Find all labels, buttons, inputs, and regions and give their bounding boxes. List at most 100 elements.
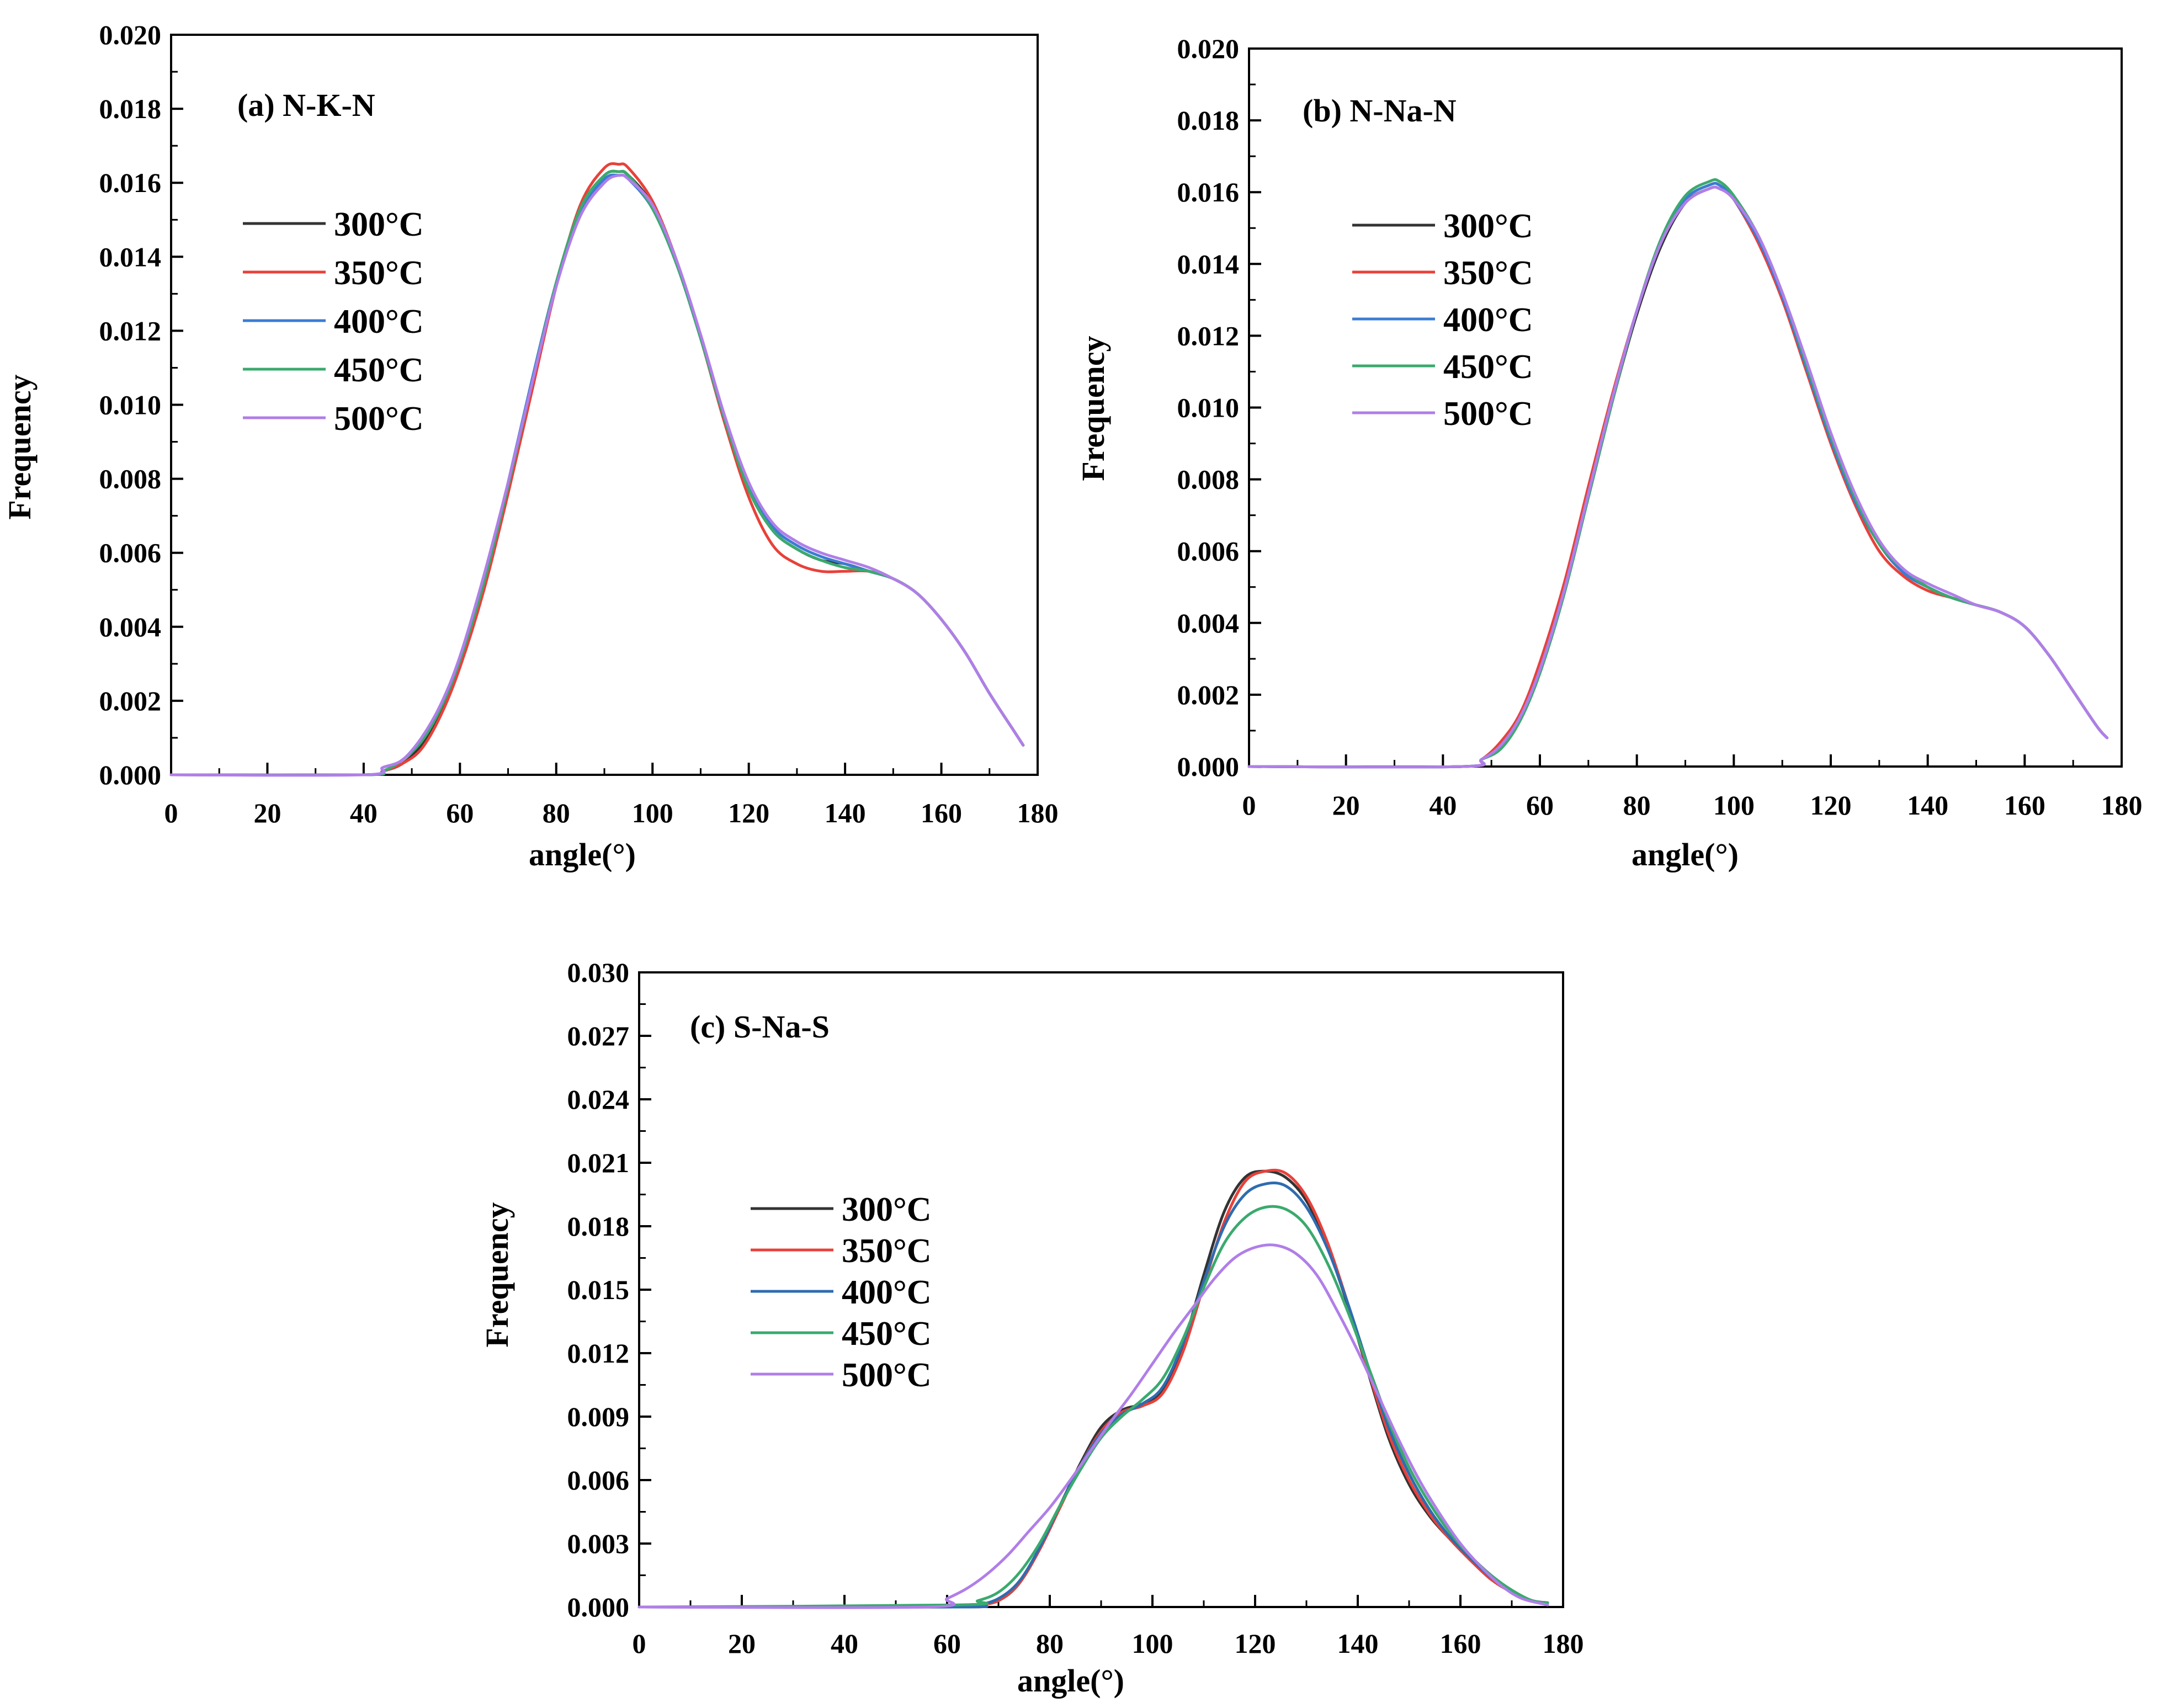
y-tick-label: 0.000 — [1177, 751, 1240, 782]
x-tick-label: 60 — [1526, 790, 1554, 821]
y-axis-title: Frequency — [479, 1202, 515, 1347]
y-tick-label: 0.002 — [1177, 679, 1240, 710]
y-tick-label: 0.018 — [1177, 105, 1240, 136]
legend-label: 400°C — [842, 1274, 932, 1311]
x-axis-title: angle(°) — [1632, 837, 1739, 872]
legend-label: 350°C — [1443, 254, 1533, 292]
plot-frame — [638, 971, 1564, 1608]
x-tick-label: 0 — [633, 1628, 646, 1659]
x-tick-label: 40 — [350, 797, 378, 828]
x-tick-label: 140 — [1907, 790, 1948, 821]
legend-label: 300°C — [842, 1191, 932, 1228]
y-tick-label: 0.020 — [99, 19, 162, 50]
y-tick-label: 0.003 — [567, 1528, 630, 1559]
legend-label: 300°C — [1443, 207, 1533, 245]
legend-label: 450°C — [1443, 348, 1533, 386]
series-line-400c — [169, 173, 1025, 776]
x-tick-label: 100 — [1132, 1628, 1173, 1659]
series-line-500c — [169, 173, 1025, 777]
x-tick-label: 120 — [1810, 790, 1852, 821]
y-tick-label: 0.006 — [1177, 536, 1240, 567]
y-tick-label: 0.014 — [99, 241, 162, 272]
y-tick-label: 0.024 — [567, 1084, 630, 1115]
x-axis-title: angle(°) — [1017, 1663, 1124, 1699]
y-tick-label: 0.012 — [99, 315, 162, 346]
legend-label: 350°C — [842, 1232, 932, 1270]
y-tick-label: 0.018 — [99, 93, 162, 124]
legend-label: 450°C — [842, 1315, 932, 1353]
series-line-500c — [637, 1243, 1549, 1609]
x-tick-label: 80 — [543, 797, 570, 828]
chart-panel-c: 0 20 40 60 80 100 120 140 160 180 0.000 0.003 0.006 0… — [479, 957, 1584, 1699]
y-tick-label: 0.006 — [567, 1465, 630, 1496]
series-line-400c — [637, 1182, 1549, 1609]
x-tick-label: 140 — [825, 797, 866, 828]
x-tick-label: 40 — [1429, 790, 1457, 821]
y-axis-title: Frequency — [2, 374, 38, 519]
y-tick-label: 0.009 — [567, 1401, 630, 1432]
legend-label: 300°C — [334, 206, 424, 243]
x-tick-label: 120 — [1235, 1628, 1276, 1659]
y-tick-label: 0.012 — [1177, 320, 1240, 351]
x-tick-label: 180 — [2101, 790, 2143, 821]
panel-title: (b) N-Na-N — [1303, 93, 1457, 129]
series-line-350c — [169, 162, 1025, 776]
series-line-300c — [169, 169, 1025, 776]
y-tick-label: 0.010 — [99, 390, 162, 421]
x-axis-title: angle(°) — [529, 837, 636, 872]
series-line-450c — [169, 169, 1025, 776]
y-tick-label: 0.006 — [99, 538, 162, 568]
y-tick-label: 0.008 — [99, 464, 162, 494]
y-tick-label: 0.002 — [99, 685, 162, 716]
y-tick-label: 0.020 — [1177, 33, 1240, 64]
y-tick-label: 0.010 — [1177, 392, 1240, 423]
y-tick-label: 0.016 — [99, 167, 162, 198]
series-line-500c — [1247, 185, 2109, 769]
x-tick-label: 20 — [253, 797, 281, 828]
x-tick-label: 0 — [164, 797, 178, 828]
y-tick-label: 0.018 — [567, 1211, 630, 1242]
y-tick-label: 0.004 — [1177, 608, 1240, 638]
x-tick-label: 120 — [728, 797, 769, 828]
legend-label: 450°C — [334, 352, 424, 389]
x-tick-label: 20 — [728, 1628, 756, 1659]
legend: 300°C 350°C 400°C 450°C 500°C — [1352, 207, 1533, 433]
series-line-450c — [1247, 178, 2109, 769]
y-tick-label: 0.000 — [567, 1592, 630, 1622]
y-tick-label: 0.016 — [1177, 177, 1240, 207]
x-tick-label: 180 — [1543, 1628, 1584, 1659]
y-tick-label: 0.008 — [1177, 464, 1240, 495]
legend-label: 500°C — [1443, 395, 1533, 433]
legend-label: 400°C — [1443, 301, 1533, 339]
x-tick-label: 60 — [933, 1628, 961, 1659]
x-tick-label: 100 — [632, 797, 673, 828]
y-tick-label: 0.015 — [567, 1274, 630, 1305]
y-tick-label: 0.030 — [567, 957, 630, 988]
y-tick-label: 0.027 — [567, 1020, 630, 1051]
plot-frame — [1248, 47, 2123, 768]
y-tick-label: 0.000 — [99, 759, 162, 790]
chart-panel-a: 0 20 40 60 80 100 120 140 160 180 0.000 0.002 0.004 0… — [2, 19, 1059, 872]
x-tick-label: 160 — [2004, 790, 2045, 821]
x-tick-label: 100 — [1713, 790, 1755, 821]
y-tick-label: 0.004 — [99, 611, 162, 642]
x-tick-label: 80 — [1623, 790, 1651, 821]
x-tick-label: 180 — [1017, 797, 1059, 828]
series-line-300c — [1247, 185, 2109, 769]
x-tick-label: 60 — [446, 797, 474, 828]
y-axis-title: Frequency — [1075, 336, 1111, 481]
series-line-300c — [637, 1169, 1549, 1609]
series-line-350c — [637, 1168, 1549, 1609]
x-tick-label: 80 — [1036, 1628, 1064, 1659]
legend-label: 500°C — [334, 400, 424, 438]
y-tick-label: 0.012 — [567, 1338, 630, 1369]
panel-title: (a) N-K-N — [237, 87, 375, 123]
plot-frame — [170, 34, 1039, 776]
y-tick-label: 0.021 — [567, 1147, 630, 1178]
legend-label: 350°C — [334, 254, 424, 292]
x-tick-label: 20 — [1332, 790, 1360, 821]
x-tick-label: 40 — [831, 1628, 858, 1659]
